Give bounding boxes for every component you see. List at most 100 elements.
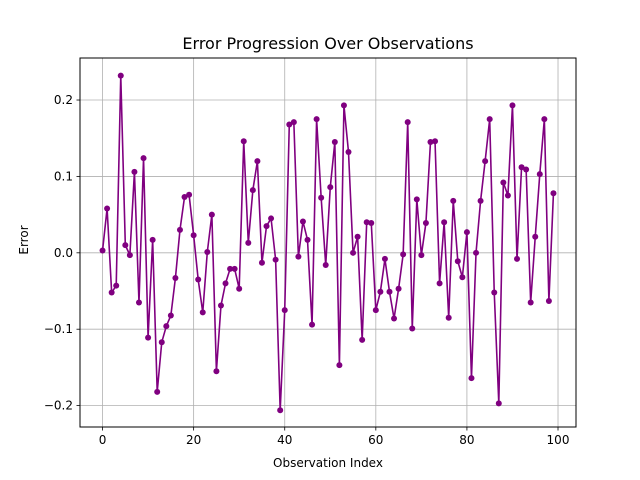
data-point [473,249,480,256]
data-point [545,297,552,304]
data-point [486,116,493,123]
chart-title: Error Progression Over Observations [182,34,473,53]
data-point [350,249,357,256]
x-tick-label: 40 [277,433,292,447]
x-tick-label: 20 [186,433,201,447]
data-point [145,334,152,341]
data-point [126,252,133,259]
data-point [422,220,429,227]
y-axis-label: Error [17,225,31,254]
data-point [504,192,511,199]
data-point [195,276,202,283]
data-point [208,211,215,218]
data-point [295,253,302,260]
x-tick-label: 80 [459,433,474,447]
data-point [381,255,388,262]
data-point [217,302,224,309]
data-point [331,139,338,146]
data-point [454,258,461,265]
data-point [418,252,425,259]
data-point [227,265,234,272]
data-point [536,171,543,178]
data-point [363,219,370,226]
data-point [463,229,470,236]
data-point [491,289,498,296]
data-point [359,336,366,343]
y-tick-label: −0.2 [44,399,73,413]
series-line [101,74,555,411]
x-axis-ticks: 0 20 40 60 80 100 [99,427,570,447]
data-point [254,158,261,165]
data-point [309,321,316,328]
data-point [176,226,183,233]
data-point [140,155,147,162]
data-point [327,184,334,191]
data-point [541,116,548,123]
data-point [527,299,534,306]
data-point [236,285,243,292]
data-point [550,190,557,197]
data-point [413,196,420,203]
data-point [99,247,106,254]
data-point [468,375,475,382]
data-point [167,312,174,319]
data-point [450,197,457,204]
data-point [432,138,439,145]
y-tick-label: 0.1 [54,169,73,183]
data-point [477,197,484,204]
data-point [113,282,120,289]
data-point [154,388,161,395]
data-point [495,400,502,407]
data-point [245,239,252,246]
data-point [500,179,507,186]
data-point [258,259,265,266]
data-point [268,215,275,222]
data-point [395,285,402,292]
data-point [377,288,384,295]
data-point [436,280,443,287]
data-point [281,307,288,314]
data-point [204,249,211,256]
data-point [199,309,206,316]
y-axis-ticks: −0.2 −0.1 0.0 0.1 0.2 [44,93,80,413]
data-point [523,166,530,173]
data-point [509,102,516,109]
data-point [108,289,115,296]
data-point [172,275,179,282]
data-point [263,223,270,230]
data-point [322,262,329,269]
data-point [186,191,193,198]
x-tick-label: 100 [547,433,570,447]
y-tick-label: 0.2 [54,93,73,107]
data-point [231,265,238,272]
data-point [391,315,398,322]
data-point [409,325,416,332]
x-tick-label: 60 [368,433,383,447]
data-point [181,194,188,201]
data-point [240,138,247,145]
y-tick-label: 0.0 [54,246,73,260]
data-point [354,233,361,240]
data-point [299,218,306,225]
data-point [277,407,284,414]
data-point [117,72,124,79]
data-point [222,280,229,287]
data-point [427,139,434,146]
data-point [532,233,539,240]
data-point [459,274,466,281]
data-point [318,194,325,201]
data-point [213,368,220,375]
data-point [163,323,170,330]
data-point [404,119,411,126]
data-point [340,102,347,109]
data-point [518,164,525,171]
data-point [190,232,197,239]
data-point [158,339,165,346]
data-point [441,219,448,226]
data-point [372,307,379,314]
data-point [272,256,279,263]
data-point [386,288,393,295]
plot-frame [79,57,577,428]
